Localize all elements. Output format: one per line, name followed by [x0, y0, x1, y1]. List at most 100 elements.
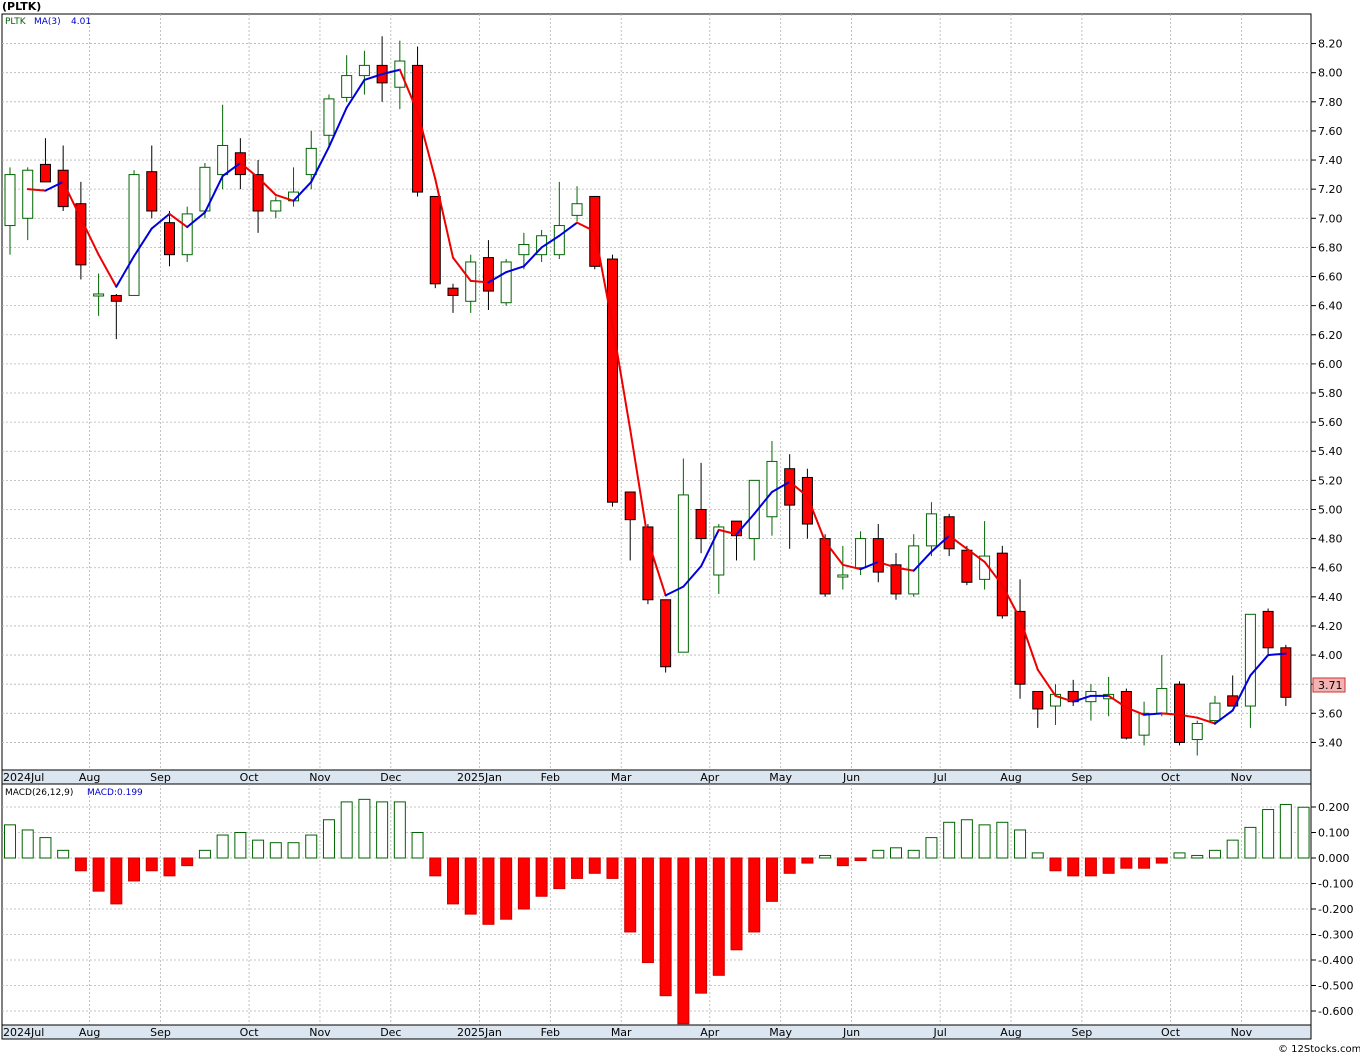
candle-body: [146, 171, 158, 212]
macd-bar-negative: [801, 857, 814, 864]
price-tick-label: 4.60: [1318, 562, 1343, 575]
candle-body: [110, 294, 122, 302]
month-label: Nov: [309, 771, 331, 784]
macd-month-label: Nov: [309, 1026, 331, 1039]
macd-bar-positive: [1297, 806, 1310, 859]
candle-body: [1209, 702, 1221, 722]
chart-title: (PLTK): [2, 0, 41, 13]
macd-month-label: Jun: [842, 1026, 860, 1039]
candle-up: [713, 524, 725, 594]
macd-tick-label: 0.200: [1318, 801, 1350, 814]
ma-segment: [97, 253, 118, 288]
ma-segment: [62, 180, 82, 220]
candle-body: [677, 494, 689, 653]
ma-segment: [540, 234, 561, 249]
macd-bar-positive: [393, 801, 406, 859]
candle-body: [1174, 683, 1186, 743]
price-panel-frame: [1, 13, 1312, 771]
macd-bar-negative: [110, 857, 123, 905]
macd-label: MACD(26,12,9): [5, 788, 73, 798]
month-label: Sep: [150, 771, 171, 784]
ma-segment: [788, 480, 809, 498]
candle-down: [624, 491, 636, 561]
candle-down: [890, 553, 902, 600]
candle-up: [1191, 720, 1203, 756]
watermark: © 12Stocks.com: [1278, 1044, 1360, 1055]
macd-bar-positive: [287, 842, 300, 859]
month-label: Jun: [842, 771, 860, 784]
candle-body: [624, 491, 636, 521]
macd-bar-negative: [1049, 857, 1062, 872]
candle-body: [1014, 610, 1026, 685]
macd-bar-positive: [21, 829, 34, 859]
candle-down: [961, 545, 973, 586]
macd-bar-positive: [39, 837, 52, 859]
price-tick-label: 7.00: [1318, 212, 1343, 225]
candle-body: [57, 169, 69, 208]
price-tick-label: 7.60: [1318, 125, 1343, 138]
candle-body: [872, 538, 884, 573]
last-price-label: 3.71: [1318, 679, 1343, 692]
ma-segment: [646, 539, 667, 597]
candle-body: [713, 526, 725, 576]
macd-bar-negative: [74, 857, 87, 872]
candle-body: [855, 538, 867, 569]
macd-bar-positive: [340, 801, 353, 859]
macd-bar-positive: [872, 849, 885, 859]
ma-segment: [912, 550, 933, 572]
ma-segment: [770, 480, 791, 494]
macd-bar-negative: [765, 857, 778, 902]
macd-bar-positive: [1014, 829, 1027, 859]
macd-bar-negative: [1120, 857, 1133, 869]
candle-up: [128, 170, 140, 296]
macd-bar-positive: [1244, 826, 1257, 859]
month-label: Sep: [1072, 771, 1093, 784]
macd-bar-positive: [1208, 849, 1221, 859]
macd-panel: 0.200 0.100 0.000 -0.100 -0.200 -0.300 -0.400 -…: [1, 783, 1353, 1026]
macd-bar-positive: [1262, 809, 1275, 859]
price-tick-label: 6.20: [1318, 329, 1343, 342]
macd-bar-negative: [659, 857, 672, 997]
macd-tick-label: -0.400: [1318, 954, 1353, 967]
ma-segment: [239, 161, 260, 179]
macd-histogram: [4, 798, 1310, 1025]
ma-segment: [150, 212, 171, 230]
ma-segment: [26, 188, 47, 192]
macd-month-label: Apr: [700, 1026, 720, 1039]
candle-body: [323, 98, 335, 136]
macd-bar-positive: [890, 847, 902, 859]
macd-bar-positive: [907, 849, 920, 859]
macd-bar-positive: [358, 798, 371, 859]
price-tick-label: 8.20: [1318, 38, 1343, 51]
macd-tick-label: -0.100: [1318, 878, 1353, 891]
candle-up: [199, 162, 211, 219]
ma-segment: [398, 68, 419, 113]
macd-bar-positive: [198, 849, 211, 859]
ma-segment: [186, 211, 206, 229]
candle-up: [1244, 613, 1256, 728]
candle-body: [748, 479, 760, 540]
price-tick-label: 6.40: [1318, 300, 1343, 313]
candle-down: [660, 599, 672, 673]
candle-body: [837, 574, 849, 578]
legend-ma-value: 4.01: [71, 17, 91, 27]
month-label: 2024Jul: [3, 771, 44, 784]
ma-segment: [930, 534, 951, 553]
month-label: Aug: [1000, 771, 1021, 784]
candle-down: [695, 462, 707, 554]
candle-body: [163, 222, 175, 256]
ma-segment: [948, 534, 968, 550]
price-tick-label: 7.20: [1318, 183, 1343, 196]
candle-down: [1032, 690, 1044, 728]
ma-segment: [115, 255, 136, 288]
macd-bar-positive: [322, 819, 335, 859]
macd-bar-positive: [978, 824, 991, 859]
candle-down: [872, 524, 884, 583]
candle-up: [394, 40, 406, 110]
legend-ma-label: MA(3): [34, 17, 61, 27]
macd-tick-label: 0.000: [1318, 852, 1350, 865]
macd-bar-positive: [216, 834, 229, 859]
macd-bar-negative: [1067, 857, 1080, 877]
macd-tick-label: -0.300: [1318, 929, 1353, 942]
legend-ticker: PLTK: [5, 17, 27, 27]
